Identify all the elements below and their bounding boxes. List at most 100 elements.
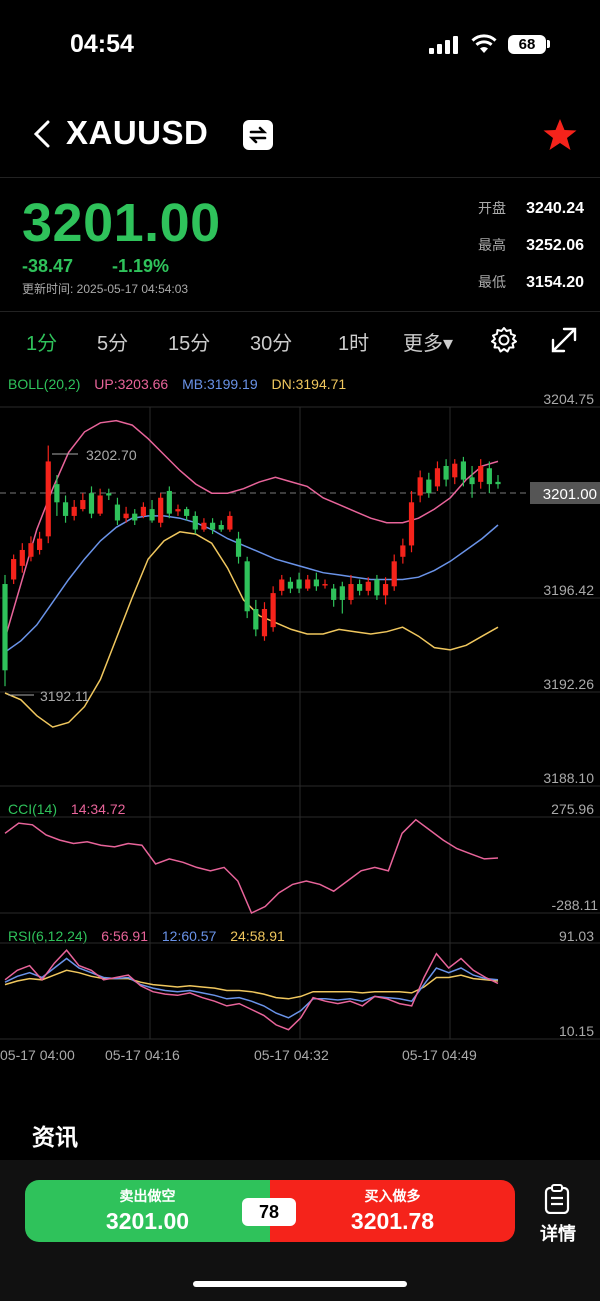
candle-body	[149, 509, 155, 521]
quote-divider	[0, 311, 600, 312]
tab-5min[interactable]: 5分	[97, 333, 129, 355]
candle-body	[218, 525, 224, 530]
stat-label: 开盘	[478, 200, 506, 216]
candle-body	[140, 506, 146, 516]
candle-body	[244, 561, 250, 612]
candle-body	[11, 559, 17, 580]
candle-body	[114, 504, 121, 521]
candle-body	[296, 579, 302, 589]
spread-badge: 78	[242, 1198, 296, 1226]
low-marker: 3192.11	[8, 688, 90, 704]
sell-price: 3201.00	[105, 1208, 190, 1234]
candle-body	[201, 522, 207, 530]
sell-label: 卖出做空	[119, 1188, 176, 1204]
candle-body	[331, 588, 337, 600]
candle-body	[478, 465, 484, 482]
candle-body	[495, 481, 501, 485]
candle-body	[192, 515, 198, 530]
time-axis-label: 05-17 04:16	[105, 1047, 180, 1063]
cellular-signal-icon	[429, 36, 461, 54]
tab-1hour[interactable]: 1时	[338, 333, 370, 355]
current-price-box	[530, 482, 600, 504]
settings-gear-icon[interactable]	[490, 326, 518, 354]
candle-body	[365, 581, 371, 591]
buy-long-button[interactable]: 买入做多 3201.78	[270, 1180, 515, 1242]
tab-more[interactable]: 更多▾	[403, 333, 454, 355]
home-indicator	[193, 1281, 407, 1287]
sell-short-button[interactable]: 卖出做空 3201.00	[25, 1180, 270, 1242]
details-clipboard-icon[interactable]	[544, 1184, 570, 1214]
boll-axis-label: 3192.26	[543, 676, 594, 692]
candle-body	[2, 584, 8, 671]
boll-legend: BOLL(20,2) UP:3203.66 MB:3199.19 DN:3194…	[8, 376, 356, 392]
candles	[2, 445, 501, 687]
candle-body	[158, 497, 164, 523]
stat-open: 开盘 3240.24	[424, 198, 584, 235]
candle-body	[357, 584, 363, 591]
candle-body	[54, 484, 60, 503]
cci-axis-label: 275.96	[551, 801, 594, 817]
candle-body	[486, 468, 492, 485]
rsi-title: RSI(6,12,24)	[8, 928, 88, 944]
high-marker-label: 3202.70	[86, 447, 137, 463]
cci-axis-label: -288.11	[552, 897, 599, 913]
candle-body	[339, 586, 345, 600]
candle-body	[322, 584, 328, 586]
boll-axis-label: 3188.10	[543, 770, 594, 786]
candle-body	[279, 579, 285, 591]
tab-15min[interactable]: 15分	[168, 333, 211, 355]
details-label[interactable]: 详情	[540, 1224, 576, 1244]
buy-price: 3201.78	[350, 1208, 435, 1234]
current-price-tag: 3201.00	[530, 482, 600, 504]
buy-label: 买入做多	[364, 1188, 421, 1204]
candle-body	[382, 584, 389, 596]
stat-label: 最低	[478, 274, 506, 290]
battery-icon: 68	[508, 35, 546, 54]
axis-labels: 3204.75 3196.42 3192.26 3188.10 275.96 -…	[0, 391, 598, 1063]
candle-body	[45, 461, 51, 537]
rsi24-value: 24:58.91	[230, 928, 285, 944]
tab-1min[interactable]: 1分	[26, 333, 58, 355]
favorite-star-icon[interactable]	[542, 118, 578, 152]
tab-30min[interactable]: 30分	[250, 333, 293, 355]
rsi-axis-label: 10.15	[559, 1023, 594, 1039]
candle-body	[123, 513, 129, 519]
cci-value: 14:34.72	[70, 801, 126, 817]
boll-up-line	[4, 419, 499, 639]
back-arrow-icon[interactable]	[30, 118, 54, 150]
fullscreen-expand-icon[interactable]	[550, 326, 578, 354]
switch-symbol-icon[interactable]	[243, 120, 273, 150]
low-marker-label: 3192.11	[40, 688, 90, 704]
time-axis-label: 05-17 04:00	[0, 1047, 75, 1063]
candle-body	[28, 543, 34, 557]
status-bar: 04:54 68	[0, 0, 600, 90]
rsi-lines	[4, 949, 499, 1031]
candle-body	[209, 522, 216, 530]
stat-value: 3240.24	[526, 200, 584, 217]
candle-body	[80, 500, 86, 510]
candle-body	[443, 465, 449, 480]
price-change-percent: -1.19%	[112, 256, 170, 276]
battery-tip	[547, 40, 550, 48]
time-axis-label: 05-17 04:32	[254, 1047, 329, 1063]
rsi12-value: 12:60.57	[161, 928, 217, 944]
update-time: 更新时间: 2025-05-17 04:54:03	[22, 282, 189, 296]
trade-bar: 卖出做空 3201.00 买入做多 3201.78 78 详情	[0, 1160, 600, 1301]
candle-body	[391, 561, 397, 587]
boll-axis-label: 3196.42	[543, 582, 594, 598]
candle-body	[166, 490, 172, 514]
candle-body	[97, 495, 103, 514]
header-divider	[0, 177, 600, 178]
kline-chart[interactable]: 3204.75 3196.42 3192.26 3188.10 275.96 -…	[0, 368, 600, 1068]
news-section-title[interactable]: 资讯	[32, 1124, 78, 1150]
cci-line	[4, 818, 499, 915]
candle-body	[417, 477, 423, 496]
high-marker: 3202.70	[52, 447, 137, 463]
candle-body	[132, 513, 138, 521]
candle-body	[227, 515, 233, 530]
rsi24-line	[4, 969, 499, 1000]
boll-axis-label: 3204.75	[543, 391, 594, 407]
candle-body	[452, 463, 458, 478]
boll-dn-value: DN:3194.71	[271, 376, 347, 392]
rsi6-value: 6:56.91	[101, 928, 148, 944]
